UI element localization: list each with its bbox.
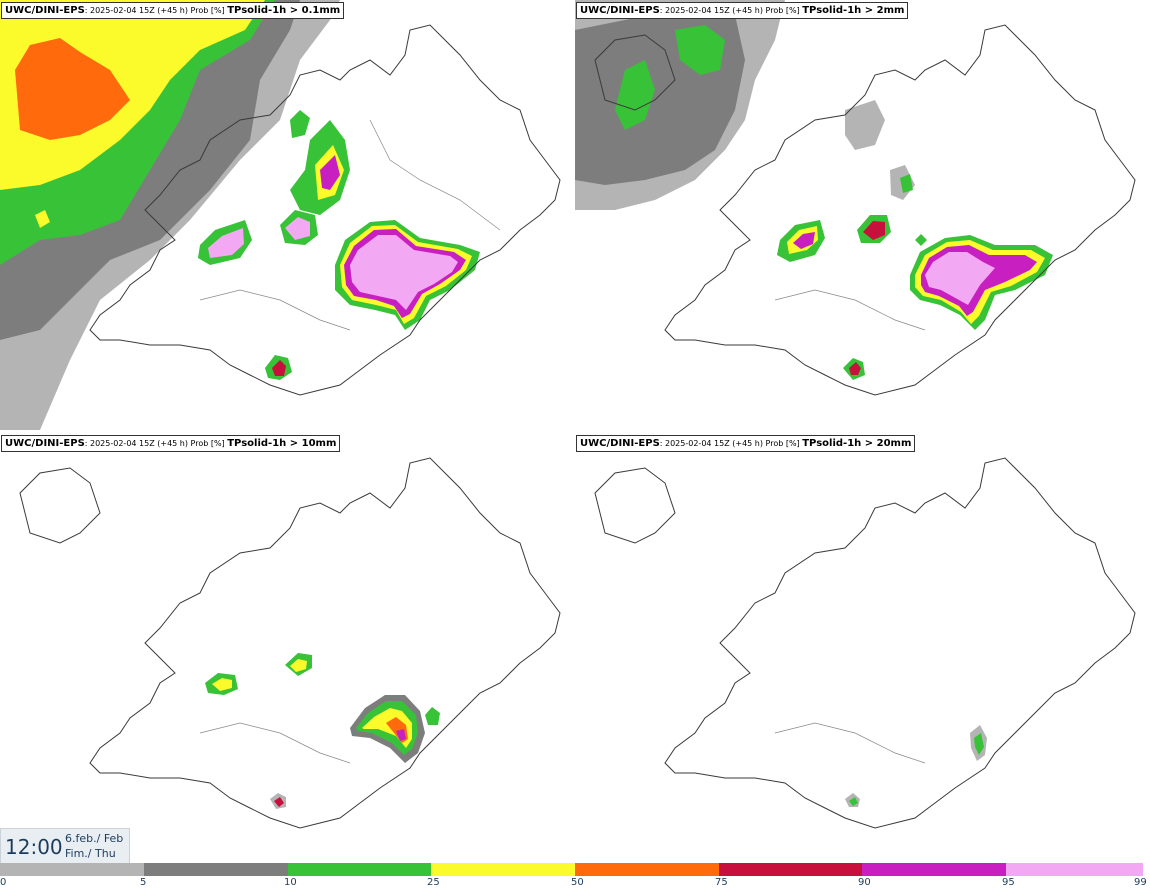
region-border: [199, 289, 351, 331]
colorbar-segment: [0, 863, 144, 876]
prob-cell: [915, 234, 927, 246]
colorbar-tick-label: 0: [0, 877, 7, 888]
colorbar-tick-label: 5: [140, 877, 147, 888]
colorbar-tick-label: 90: [858, 877, 871, 888]
colorbar-tick-label: 10: [284, 877, 297, 888]
colorbar-segment: [862, 863, 1006, 876]
westfjords-coastline: [19, 467, 101, 544]
prob-cell: [35, 210, 50, 228]
map-canvas: [594, 457, 1136, 829]
prob-area-75: [15, 38, 130, 140]
map-panel-prob-10mm: UWC/DINI-EPS: 2025-02-04 15Z (+45 h) Pro…: [0, 433, 575, 863]
westfjords-coastline: [594, 34, 676, 111]
prob-cell: [272, 360, 286, 376]
prob-area-25: [675, 25, 725, 75]
panel-title: UWC/DINI-EPS: 2025-02-04 15Z (+45 h) Pro…: [576, 435, 916, 452]
map-canvas: [0, 0, 561, 430]
prob-cell: [425, 707, 440, 725]
iceland-coastline: [89, 457, 561, 829]
prob-cell: [863, 221, 885, 240]
westfjords-coastline: [594, 467, 676, 544]
prob-cell: [396, 729, 406, 741]
prob-cell: [208, 228, 244, 258]
region-border: [199, 722, 351, 764]
map-panel-prob-2mm: UWC/DINI-EPS: 2025-02-04 15Z (+45 h) Pro…: [575, 0, 1150, 430]
prob-cell: [290, 110, 310, 138]
region-border: [369, 119, 501, 231]
prob-cell: [849, 797, 858, 806]
colorbar-segment: [575, 863, 719, 876]
panel-title: UWC/DINI-EPS: 2025-02-04 15Z (+45 h) Pro…: [1, 435, 341, 452]
prob-cell: [845, 100, 885, 150]
prob-area-25: [615, 60, 655, 130]
region-border: [774, 289, 926, 331]
region-border: [774, 722, 926, 764]
colorbar-segment: [431, 863, 575, 876]
prob-cell: [320, 155, 340, 190]
iceland-coastline: [89, 24, 561, 396]
valid-time-box: 12:00 6.feb./ Feb Fim./ Thu: [0, 828, 130, 866]
valid-date-line2: Fim./ Thu: [65, 847, 116, 860]
panel-title: UWC/DINI-EPS: 2025-02-04 15Z (+45 h) Pro…: [576, 2, 909, 19]
colorbar-segment: [144, 863, 288, 876]
iceland-coastline: [664, 24, 1136, 396]
valid-date-line1: 6.feb./ Feb: [65, 832, 124, 845]
prob-cell: [974, 733, 984, 755]
prob-cell: [212, 678, 232, 691]
colorbar-tick-label: 99: [1134, 877, 1147, 888]
colorbar-segment: [1006, 863, 1143, 876]
prob-cell: [274, 797, 284, 807]
prob-cell: [350, 235, 458, 310]
prob-cell: [793, 232, 815, 249]
colorbar-tick-label: 25: [427, 877, 440, 888]
colorbar-tick-label: 50: [571, 877, 584, 888]
map-panel-prob-20mm: UWC/DINI-EPS: 2025-02-04 15Z (+45 h) Pro…: [575, 433, 1150, 863]
colorbar-segment: [719, 863, 862, 876]
colorbar-tick-label: 75: [715, 877, 728, 888]
panel-title: UWC/DINI-EPS: 2025-02-04 15Z (+45 h) Pro…: [1, 2, 345, 19]
colorbar-tick-label: 95: [1002, 877, 1015, 888]
valid-time: 12:00: [5, 835, 63, 859]
prob-cell: [290, 659, 307, 672]
colorbar-segment: [288, 863, 431, 876]
prob-cell: [925, 252, 995, 305]
map-canvas: [19, 457, 561, 829]
map-canvas: [575, 0, 1136, 396]
prob-cell: [285, 217, 310, 240]
prob-cell: [849, 362, 861, 375]
iceland-coastline: [664, 457, 1136, 829]
map-panel-prob-0.1mm: UWC/DINI-EPS: 2025-02-04 15Z (+45 h) Pro…: [0, 0, 575, 430]
prob-cell: [900, 174, 913, 193]
probability-colorbar: 0 5 10 25 50 75 90 95 99: [0, 862, 1150, 891]
